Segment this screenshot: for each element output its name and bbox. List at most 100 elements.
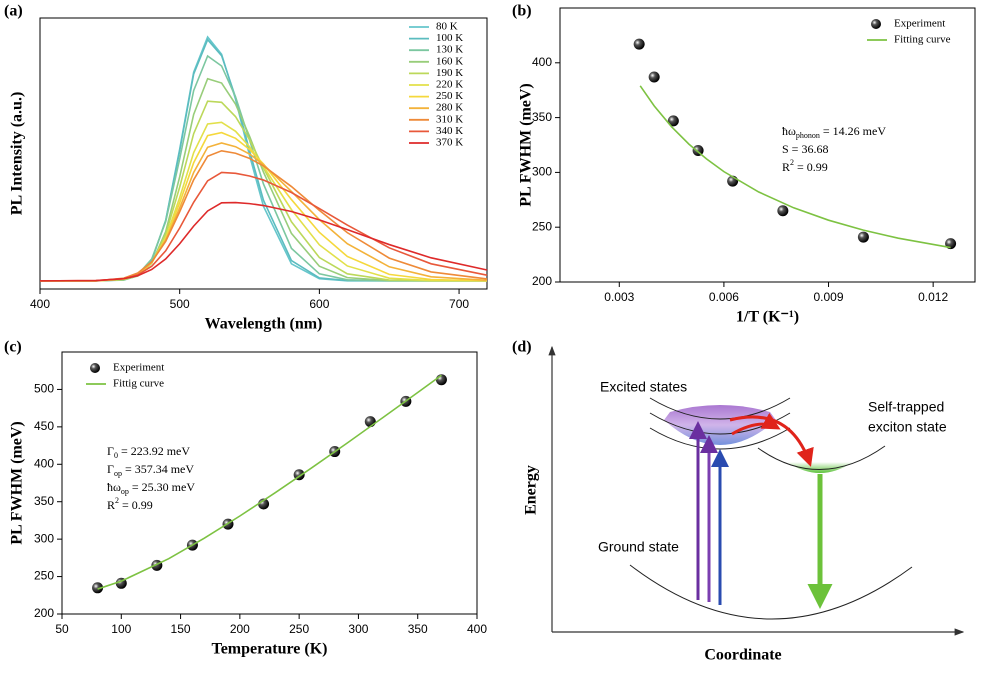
annotation: S = 36.68 — [782, 142, 828, 156]
annotation-part: = 223.92 meV — [118, 444, 190, 458]
legend-label: 340 K — [436, 125, 463, 137]
series-line — [40, 149, 488, 282]
plot-frame — [39, 17, 488, 290]
data-point — [364, 416, 376, 428]
annotation-part: op — [121, 487, 129, 496]
ground-curve — [629, 564, 913, 620]
label: exciton state — [868, 419, 947, 435]
data-point — [648, 71, 660, 83]
y-tick-label: 400 — [532, 55, 552, 69]
relaxation-arrow — [731, 412, 781, 436]
annotation-part: R — [782, 160, 790, 174]
x-tick-label: 0.012 — [918, 290, 948, 304]
excited-curve — [649, 397, 791, 420]
annotation-part: 2 — [115, 496, 119, 505]
annotation-part: = 357.34 meV — [122, 462, 194, 476]
legend-label: Experiment — [894, 18, 945, 30]
y-axis-title: Energy — [523, 465, 540, 515]
data-point — [667, 115, 679, 127]
y-axis-title: PL FWHM (meV) — [518, 83, 535, 207]
data-point — [777, 205, 789, 217]
legend-label: 130 K — [436, 44, 463, 56]
annotation-part: Γ — [107, 444, 114, 458]
x-tick-label: 0.006 — [709, 290, 739, 304]
legend-label: 310 K — [436, 113, 463, 125]
legend-marker — [90, 363, 100, 373]
plot-frame — [61, 351, 478, 615]
legend-label: 250 K — [436, 90, 463, 102]
y-tick-label: 250 — [34, 569, 54, 583]
y-tick-label: 400 — [34, 456, 54, 470]
x-tick-label: 600 — [309, 297, 329, 311]
series-line — [97, 374, 442, 590]
y-tick-label: 500 — [34, 382, 54, 396]
x-tick-label: 700 — [449, 297, 469, 311]
x-tick-label: 150 — [171, 622, 191, 636]
annotation: Γ0 = 223.92 meV — [107, 444, 190, 461]
annotation: ħωphonon = 14.26 meV — [782, 124, 886, 141]
x-tick-label: 50 — [55, 622, 69, 636]
legend-label: 190 K — [436, 67, 463, 79]
series-line — [40, 38, 487, 282]
x-tick-label: 500 — [170, 297, 190, 311]
legend-label: 100 K — [436, 32, 463, 44]
panel-label: (a) — [4, 3, 23, 20]
legend-label: 280 K — [436, 102, 463, 114]
x-axis-title: 1/T (K⁻¹) — [736, 309, 799, 326]
legend-label: Fittig curve — [113, 378, 164, 390]
x-tick-label: 400 — [30, 297, 50, 311]
y-tick-label: 350 — [532, 110, 552, 124]
data-point — [92, 582, 104, 594]
data-point — [633, 38, 645, 50]
energy-diagram: (d) Excited states Self-trapped exciton … — [512, 339, 965, 664]
x-tick-label: 250 — [289, 622, 309, 636]
y-tick-label: 200 — [34, 606, 54, 620]
x-tick-label: 350 — [408, 622, 428, 636]
x-tick-label: 400 — [467, 622, 487, 636]
series-line — [39, 171, 488, 282]
annotation-part: R — [107, 498, 115, 512]
y-tick-label: 250 — [532, 219, 552, 233]
panel-label: (d) — [512, 339, 532, 356]
annotation-part: op — [114, 469, 122, 478]
legend-label: 370 K — [436, 137, 463, 149]
y-axis-title: PL Intensity (a.u.) — [9, 92, 26, 216]
x-tick-label: 300 — [348, 622, 368, 636]
ste-curve — [757, 445, 886, 470]
y-tick-label: 200 — [532, 274, 552, 288]
y-tick-label: 450 — [34, 419, 54, 433]
annotation: R2 = 0.99 — [107, 496, 153, 511]
annotation-part: 0 — [114, 451, 118, 460]
y-axis-title: PL FWHM (meV) — [9, 421, 26, 545]
legend-label: 80 K — [436, 21, 458, 33]
x-tick-label: 0.003 — [604, 290, 634, 304]
y-tick-label: 350 — [34, 494, 54, 508]
x-tick-label: 0.009 — [814, 290, 844, 304]
y-tick-label: 300 — [34, 531, 54, 545]
annotation-part: ħω — [782, 124, 796, 138]
x-tick-label: 100 — [111, 622, 131, 636]
annotation: R2 = 0.99 — [782, 158, 828, 173]
plot-frame — [559, 7, 976, 283]
annotation-part: 2 — [790, 158, 794, 167]
series-line — [39, 201, 488, 282]
x-axis-title: Temperature (K) — [212, 641, 328, 658]
annotation: ħωop = 25.30 meV — [107, 480, 195, 497]
legend-label: Experiment — [113, 362, 164, 374]
x-axis-title: Coordinate — [704, 647, 781, 664]
ste-fill — [787, 462, 853, 473]
series-line — [639, 85, 951, 249]
data-point — [258, 498, 270, 510]
y-tick-label: 300 — [532, 165, 552, 179]
label: Ground state — [598, 539, 679, 555]
x-tick-label: 200 — [230, 622, 250, 636]
annotation-part: = 14.26 meV — [820, 124, 886, 138]
legend-marker — [871, 19, 881, 29]
annotation-part: ħω — [107, 480, 121, 494]
annotation-part: S = 36.68 — [782, 142, 828, 156]
annotation-part: = 0.99 — [119, 498, 153, 512]
annotation-part: = 25.30 meV — [129, 480, 195, 494]
label: Self-trapped — [868, 399, 944, 415]
x-axis-title: Wavelength (nm) — [205, 316, 323, 333]
